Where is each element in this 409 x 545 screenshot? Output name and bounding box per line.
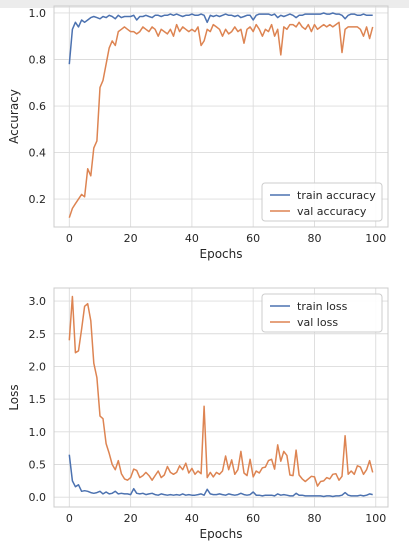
chart-loss: 0 20 40 60 80 100 0.0 0.5 1.0 1.5 2.0 2.5 3.0 Epochs L… — [7, 287, 389, 541]
x-tick-label: 80 — [307, 512, 321, 525]
x-axis-label: Epochs — [200, 527, 243, 541]
x-tick-label: 100 — [365, 232, 386, 245]
legend-box — [261, 293, 383, 333]
series-line-val-loss — [68, 295, 374, 487]
plot-frame — [53, 5, 389, 228]
y-tick-label: 0.4 — [29, 147, 47, 160]
chart-accuracy: 0 20 40 60 80 100 0.2 0.4 0.6 0.8 1.0 Epochs Accurac… — [7, 5, 389, 261]
y-tick-label: 1.0 — [29, 7, 47, 20]
y-tick-label: 0.8 — [29, 54, 47, 67]
x-tick-label: 100 — [365, 512, 386, 525]
legend: train accuracy val accuracy — [261, 182, 383, 222]
y-tick-label: 2.5 — [29, 328, 47, 341]
x-tick-label: 40 — [185, 232, 199, 245]
y-tick-label: 2.0 — [29, 360, 47, 373]
plot-frame — [53, 287, 389, 508]
window-top-strip — [0, 0, 409, 8]
x-tick-label: 20 — [124, 512, 138, 525]
x-tick-label: 80 — [307, 232, 321, 245]
y-axis-label: Accuracy — [7, 89, 21, 144]
series-line-train-loss — [68, 454, 373, 498]
series-line-train-accuracy — [68, 12, 373, 65]
legend-label: train loss — [297, 300, 348, 313]
y-tick-label: 0.5 — [29, 459, 47, 472]
x-axis-label: Epochs — [200, 247, 243, 261]
y-tick-label: 0.2 — [29, 193, 47, 206]
legend: train loss val loss — [261, 293, 383, 333]
legend-label: train accuracy — [297, 189, 376, 202]
y-tick-label: 1.5 — [29, 393, 47, 406]
x-tick-label: 0 — [66, 512, 73, 525]
y-axis-label: Loss — [7, 384, 21, 410]
legend-label: val accuracy — [297, 205, 367, 218]
legend-box — [261, 182, 383, 222]
y-tick-label: 0.6 — [29, 100, 47, 113]
x-tick-label: 20 — [124, 232, 138, 245]
x-tick-label: 40 — [185, 512, 199, 525]
series-line-val-accuracy — [68, 21, 374, 218]
y-tick-label: 3.0 — [29, 295, 47, 308]
legend-label: val loss — [297, 316, 338, 329]
x-tick-label: 60 — [246, 512, 260, 525]
y-tick-label: 0.0 — [29, 491, 47, 504]
y-tick-label: 1.0 — [29, 426, 47, 439]
x-tick-label: 60 — [246, 232, 260, 245]
x-tick-label: 0 — [66, 232, 73, 245]
